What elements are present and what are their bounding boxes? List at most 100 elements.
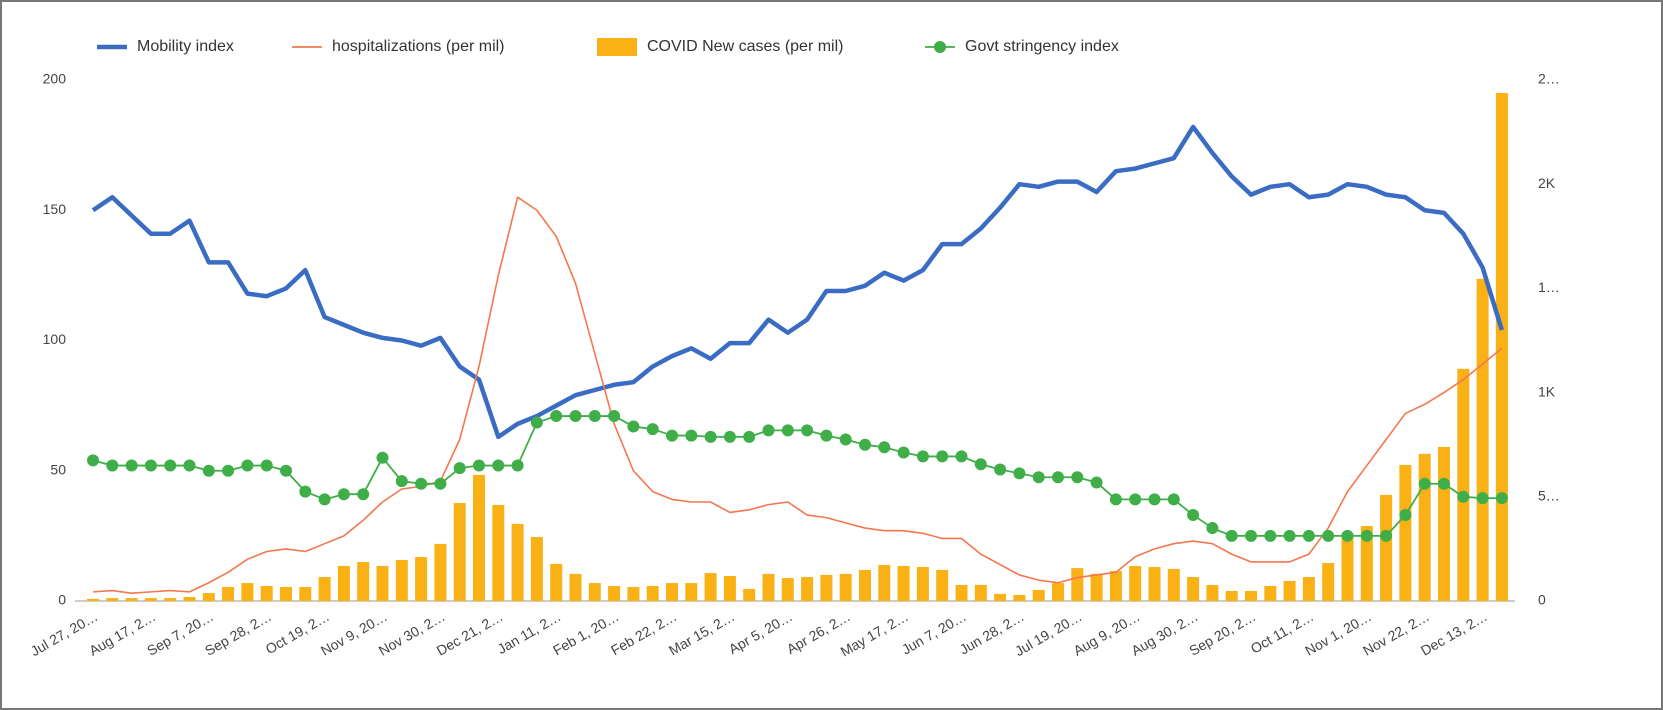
- dot: [608, 410, 621, 423]
- line: [92, 196, 1503, 594]
- bar: [222, 587, 235, 601]
- bar: [434, 543, 447, 601]
- bar: [1438, 446, 1450, 601]
- y2-tick-label: 1K: [1538, 383, 1556, 399]
- bar: [395, 559, 408, 601]
- bar: [1225, 590, 1238, 601]
- dot: [1341, 529, 1354, 542]
- bar: [1476, 278, 1489, 601]
- bar: [1457, 368, 1470, 601]
- bar: [1129, 565, 1142, 601]
- dot: [1302, 529, 1315, 542]
- bar: [1360, 525, 1373, 601]
- bar: [608, 585, 621, 601]
- bar: [666, 583, 678, 601]
- dot: [916, 450, 929, 463]
- bar: [299, 587, 312, 601]
- bar: [376, 565, 389, 601]
- dot: [550, 410, 563, 423]
- dot: [202, 464, 215, 477]
- dot: [473, 459, 485, 472]
- dot: [859, 438, 871, 451]
- bar: [685, 583, 698, 601]
- bar: [762, 573, 775, 601]
- dot: [395, 475, 408, 488]
- bar: [453, 503, 466, 601]
- bar: [646, 585, 659, 601]
- dot: [1167, 493, 1180, 506]
- bar: [955, 584, 968, 601]
- dot: [1071, 471, 1084, 484]
- bar: [260, 585, 273, 601]
- bar: [1322, 563, 1335, 601]
- bar: [1109, 570, 1122, 601]
- dot: [164, 459, 177, 472]
- y2-tick-label: 5…: [1538, 488, 1560, 504]
- legend-label: COVID New cases (per mil): [647, 38, 843, 55]
- bar: [1380, 494, 1393, 601]
- bar: [530, 537, 543, 601]
- dot: [781, 424, 794, 437]
- dot: [511, 459, 524, 472]
- bar: [1013, 594, 1026, 601]
- dot: [434, 477, 447, 490]
- dot: [743, 430, 756, 443]
- y2-tick-label: 1…: [1538, 279, 1560, 295]
- dot: [801, 424, 814, 437]
- dot: [627, 420, 640, 433]
- dot: [1148, 493, 1161, 506]
- bar: [1206, 584, 1219, 601]
- dot: [1322, 529, 1335, 542]
- legend-swatch: [597, 38, 637, 56]
- bar: [994, 593, 1007, 601]
- dot: [1264, 529, 1277, 542]
- bar: [550, 563, 563, 601]
- dot: [357, 488, 370, 501]
- dot: [222, 464, 235, 477]
- dot: [666, 429, 678, 442]
- dot: [260, 459, 273, 472]
- dot: [820, 429, 833, 442]
- dot: [588, 410, 601, 423]
- legend-label: Govt stringency index: [965, 38, 1119, 55]
- bar: [839, 573, 852, 601]
- bar: [1090, 573, 1103, 601]
- dot: [1052, 471, 1064, 484]
- dot: [1225, 529, 1238, 542]
- bar: [723, 575, 736, 601]
- bar: [916, 567, 929, 601]
- bar: [202, 593, 215, 601]
- bar: [1071, 568, 1084, 601]
- dot: [1495, 492, 1508, 505]
- dot: [704, 430, 717, 443]
- dot: [183, 459, 196, 472]
- dot: [453, 462, 466, 475]
- bar: [936, 569, 949, 601]
- dot: [106, 459, 119, 472]
- y2-tick-label: 2…: [1538, 71, 1560, 87]
- bar: [241, 583, 254, 601]
- bar: [801, 577, 814, 601]
- bar: [415, 557, 428, 601]
- dot: [125, 459, 138, 472]
- dot: [530, 416, 543, 429]
- bar: [1418, 453, 1431, 601]
- dot: [376, 451, 389, 464]
- dot: [1187, 509, 1200, 522]
- dot: [337, 488, 350, 501]
- dot: [1438, 477, 1450, 490]
- bar: [492, 504, 505, 601]
- dot: [1399, 509, 1412, 522]
- bar: [337, 565, 350, 601]
- dot: [762, 424, 775, 437]
- bar: [1341, 533, 1354, 601]
- dot: [415, 477, 428, 490]
- bar: [781, 578, 794, 601]
- bar: [1032, 589, 1045, 601]
- y-tick-label: 0: [58, 592, 66, 608]
- dot: [1457, 490, 1470, 503]
- bar: [125, 598, 138, 601]
- y-tick-label: 100: [43, 331, 67, 347]
- legend-label: Mobility index: [137, 38, 234, 55]
- bar: [318, 577, 331, 601]
